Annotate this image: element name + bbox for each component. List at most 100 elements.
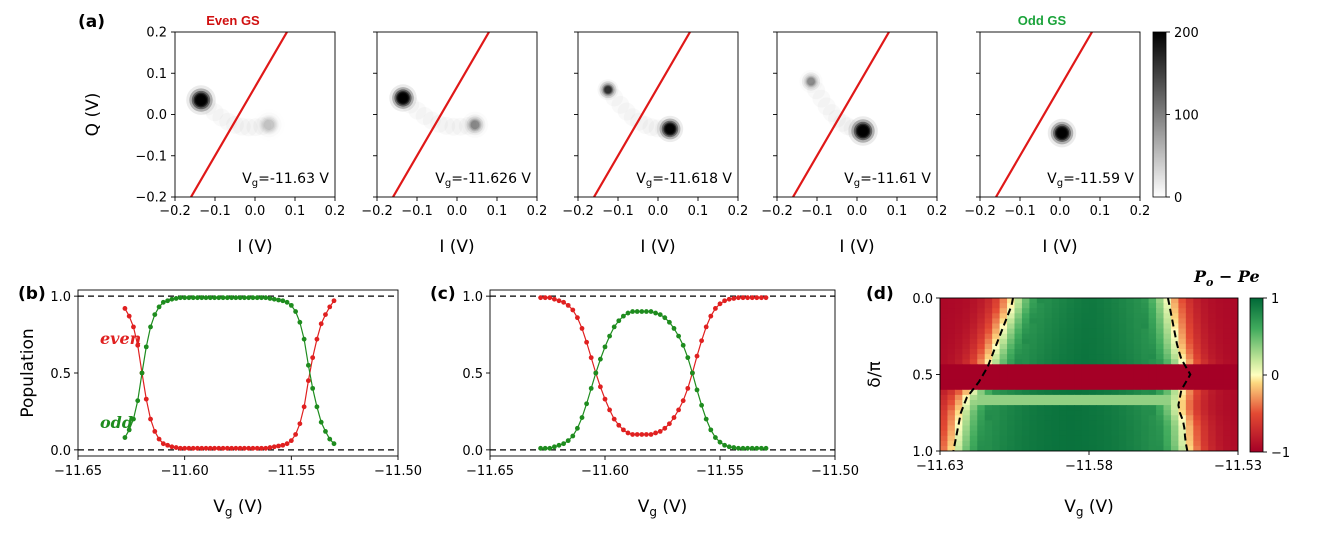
heatmap-cell xyxy=(1208,405,1217,411)
heatmap-cell xyxy=(1029,328,1038,335)
heatmap-cell xyxy=(1021,435,1030,442)
data-point-odd xyxy=(616,318,622,324)
heatmap-cell xyxy=(1021,440,1030,447)
heatmap-cell xyxy=(969,323,978,330)
heatmap-cell xyxy=(984,298,993,304)
data-point-odd xyxy=(680,342,686,348)
heatmap-cell xyxy=(1208,425,1217,432)
heatmap-cell xyxy=(1126,313,1135,319)
heatmap-cell xyxy=(947,303,956,309)
heatmap-cell xyxy=(992,374,1001,381)
heatmap-cell xyxy=(1103,410,1112,416)
data-point-odd xyxy=(148,324,153,330)
heatmap-cell xyxy=(1163,435,1172,442)
heatmap-cell xyxy=(1014,400,1023,406)
heatmap-cell xyxy=(1200,369,1209,376)
heatmap-cell xyxy=(1178,425,1187,432)
heatmap-cell xyxy=(1051,405,1060,411)
heatmap-cell xyxy=(977,364,986,370)
heatmap-cell xyxy=(1200,440,1209,447)
heatmap-cell xyxy=(1051,420,1060,427)
heatmap-cell xyxy=(1007,425,1016,432)
heatmap-cell xyxy=(1059,354,1068,360)
heatmap-cell xyxy=(1200,435,1209,442)
heatmap-cell xyxy=(1126,298,1135,304)
heatmap-cell xyxy=(947,405,956,411)
heatmap-cell xyxy=(1223,410,1232,416)
heatmap-cell xyxy=(1163,354,1172,360)
heatmap-cell xyxy=(1170,364,1179,370)
heatmap-cell xyxy=(999,374,1008,381)
heatmap-cell xyxy=(1044,374,1053,381)
heatmap-cell xyxy=(1230,389,1238,396)
heatmap-cell xyxy=(1215,415,1224,421)
heatmap-cell xyxy=(1156,364,1165,370)
heatmap-cell xyxy=(1223,349,1232,355)
heatmap-cell xyxy=(969,435,978,442)
heatmap-cell xyxy=(984,323,993,330)
heatmap-cell xyxy=(1163,318,1172,325)
heatmap-cell xyxy=(1133,430,1142,437)
x-tick-label: −11.53 xyxy=(1214,459,1262,474)
heatmap-cell xyxy=(1148,420,1157,427)
heatmap-cell xyxy=(1230,394,1238,401)
heatmap-cell xyxy=(1007,400,1016,406)
heatmap-cell xyxy=(1200,298,1209,304)
heatmap-cell xyxy=(1118,374,1127,381)
iq-blob-2 xyxy=(464,114,486,136)
heatmap-cell xyxy=(1036,303,1045,309)
heatmap-cell xyxy=(999,354,1008,360)
heatmap-cell xyxy=(1163,333,1172,340)
heatmap-cell xyxy=(984,328,993,335)
heatmap-cell xyxy=(1096,445,1105,451)
heatmap-cell xyxy=(1208,400,1217,406)
heatmap-cell xyxy=(1066,359,1075,365)
heatmap-cell xyxy=(1148,389,1157,396)
heatmap-cell xyxy=(1215,354,1224,360)
heatmap-cell xyxy=(969,405,978,411)
heatmap-cell xyxy=(1133,440,1142,447)
heatmap-cell xyxy=(1089,400,1098,406)
heatmap-cell xyxy=(1208,343,1217,350)
data-point-even xyxy=(224,445,230,451)
heatmap-cell xyxy=(1096,405,1105,411)
heatmap-cell xyxy=(1111,389,1120,396)
heatmap-cell xyxy=(1021,328,1030,335)
panel-c-population: −11.65 −11.60 −11.55 −11.500.00.51.0Vg (V) xyxy=(462,289,859,519)
x-tick-label: −11.55 xyxy=(267,464,315,479)
heatmap-cell xyxy=(999,308,1008,314)
heatmap-cell xyxy=(1029,313,1038,319)
heatmap-cell xyxy=(1066,354,1075,360)
heatmap-cell xyxy=(962,369,971,376)
heatmap-cell xyxy=(1193,338,1202,345)
heatmap-cell xyxy=(1178,430,1187,437)
heatmap-cell xyxy=(1215,313,1224,319)
heatmap-cell xyxy=(1223,298,1232,304)
data-point-even xyxy=(131,324,136,330)
heatmap-cell xyxy=(1215,400,1224,406)
heatmap-cell xyxy=(1156,389,1165,396)
threshold-line xyxy=(995,32,1093,197)
heatmap-cell xyxy=(1044,303,1053,309)
heatmap-cell xyxy=(1118,425,1127,432)
heatmap-cell xyxy=(1193,405,1202,411)
heatmap-cell xyxy=(1021,374,1030,381)
heatmap-cell xyxy=(1007,343,1016,350)
heatmap-cell xyxy=(1156,323,1165,330)
heatmap-cell xyxy=(1007,420,1016,427)
heatmap-cell xyxy=(1103,333,1112,340)
data-point-odd xyxy=(607,333,612,339)
heatmap-cell xyxy=(1036,420,1045,427)
vg-symbol: V xyxy=(435,171,445,187)
data-point-even xyxy=(259,445,264,451)
heatmap-cell xyxy=(1081,338,1090,345)
heatmap-cell xyxy=(1133,354,1142,360)
heatmap-cell xyxy=(1223,405,1232,411)
heatmap-cell xyxy=(947,349,956,355)
heatmap-cell xyxy=(962,389,971,396)
heatmap-cell xyxy=(947,420,956,427)
heatmap-cell xyxy=(1036,364,1045,370)
heatmap-cell xyxy=(977,303,986,309)
heatmap-cell xyxy=(1200,349,1209,355)
y-tick-label: 0.0 xyxy=(146,108,167,123)
